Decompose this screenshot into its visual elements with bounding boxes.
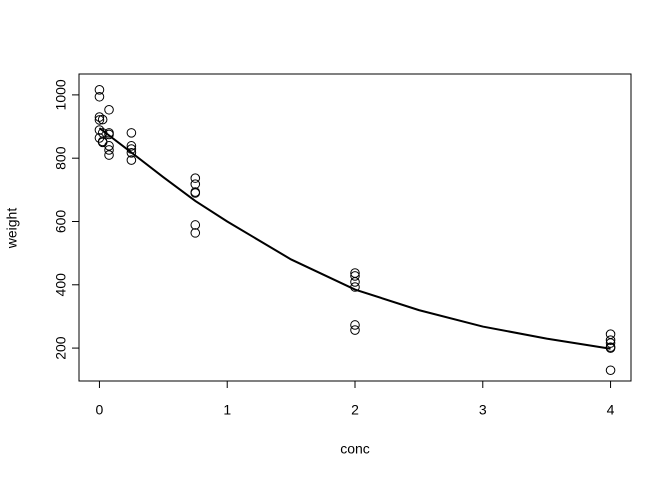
y-axis-label: weight bbox=[4, 208, 20, 250]
x-tick-label: 3 bbox=[479, 402, 487, 418]
point bbox=[190, 220, 201, 230]
x-tick-label: 0 bbox=[96, 402, 104, 418]
point bbox=[126, 155, 137, 165]
point bbox=[104, 145, 114, 155]
point bbox=[104, 129, 114, 140]
point bbox=[126, 141, 137, 151]
point bbox=[94, 115, 105, 125]
x-axis-label: conc bbox=[340, 441, 370, 457]
y-tick-label: 200 bbox=[53, 336, 69, 360]
point bbox=[605, 338, 616, 348]
point bbox=[350, 271, 360, 281]
point bbox=[350, 277, 360, 287]
point bbox=[126, 148, 137, 158]
point bbox=[190, 188, 201, 198]
point bbox=[190, 173, 201, 183]
plot-box bbox=[78, 73, 632, 382]
y-tick-label: 800 bbox=[53, 146, 69, 170]
point bbox=[94, 91, 105, 102]
point bbox=[94, 112, 105, 122]
point bbox=[104, 150, 114, 160]
x-tick-label: 4 bbox=[607, 402, 615, 418]
point bbox=[104, 104, 114, 115]
y-tick-label: 400 bbox=[53, 273, 69, 297]
x-tick-label: 1 bbox=[223, 402, 231, 418]
point bbox=[94, 125, 105, 135]
point bbox=[94, 85, 105, 95]
point bbox=[190, 228, 201, 238]
point bbox=[190, 179, 201, 189]
fit-curve bbox=[98, 127, 611, 350]
point bbox=[97, 114, 108, 125]
point bbox=[350, 325, 360, 335]
point bbox=[104, 141, 114, 151]
x-tick-label: 2 bbox=[351, 402, 359, 418]
point bbox=[350, 320, 360, 330]
point bbox=[126, 128, 137, 138]
y-tick-label: 600 bbox=[53, 210, 69, 234]
y-tick-label: 1000 bbox=[53, 79, 69, 110]
point bbox=[605, 365, 616, 376]
point bbox=[605, 335, 616, 345]
